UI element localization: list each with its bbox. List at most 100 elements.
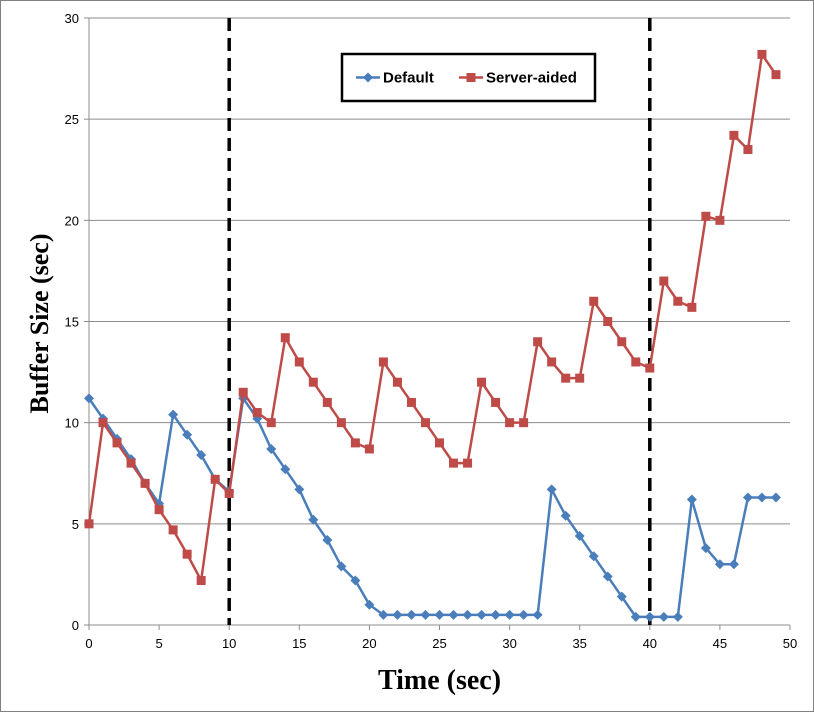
data-point <box>491 397 501 407</box>
data-point <box>505 418 515 428</box>
x-tick-label: 15 <box>292 636 306 651</box>
data-point <box>210 474 220 484</box>
data-point <box>687 302 697 312</box>
axes <box>84 17 791 630</box>
tick-labels: 0 5 10 15 20 25 30 35 40 45 50 0 5 10 15 20 25 30 <box>65 11 798 651</box>
data-point <box>266 443 277 454</box>
x-tick-label: 30 <box>502 636 516 651</box>
data-point <box>350 438 360 448</box>
data-point <box>406 397 416 407</box>
data-point <box>238 387 248 397</box>
legend-entry: Default <box>356 70 434 87</box>
data-point <box>673 296 683 306</box>
data-point <box>350 575 361 586</box>
data-point <box>560 510 571 521</box>
data-point <box>490 609 501 620</box>
series-0 <box>84 393 781 622</box>
data-point <box>364 444 374 454</box>
data-point <box>617 337 627 347</box>
legend-swatch-marker <box>466 73 476 82</box>
data-point <box>308 514 319 525</box>
y-tick-label: 25 <box>65 112 79 127</box>
data-point <box>658 611 669 622</box>
data-point <box>196 575 206 585</box>
data-point <box>575 373 585 383</box>
data-point <box>322 535 333 546</box>
data-point <box>112 438 122 448</box>
legend-label: Default <box>383 70 434 87</box>
x-tick-label: 40 <box>643 636 657 651</box>
data-point <box>756 492 767 503</box>
data-point <box>728 559 739 570</box>
data-point <box>645 363 655 373</box>
x-axis-title: Time (sec) <box>378 665 501 696</box>
data-point <box>449 458 459 468</box>
data-point <box>463 458 473 468</box>
data-point <box>477 377 487 387</box>
x-tick-label: 35 <box>572 636 586 651</box>
data-point <box>336 561 347 572</box>
y-tick-label: 10 <box>65 416 79 431</box>
data-point <box>659 276 669 286</box>
data-point <box>434 609 445 620</box>
data-point <box>140 478 150 488</box>
data-point <box>420 609 431 620</box>
data-point <box>616 591 627 602</box>
data-point <box>631 357 641 367</box>
data-point <box>519 418 529 428</box>
data-point <box>406 609 417 620</box>
data-point <box>252 408 262 418</box>
data-point <box>322 397 332 407</box>
data-point <box>757 49 767 59</box>
data-point <box>504 609 515 620</box>
data-point <box>715 215 725 225</box>
legend-entry: Server-aided <box>459 70 577 87</box>
data-point <box>714 559 725 570</box>
legend-label: Server-aided <box>486 70 577 87</box>
data-point <box>561 373 571 383</box>
data-point <box>743 145 753 155</box>
data-point <box>294 484 305 495</box>
data-point <box>280 333 290 343</box>
data-point <box>196 450 207 461</box>
series-1 <box>84 49 781 585</box>
x-tick-label: 45 <box>713 636 727 651</box>
data-point <box>266 418 276 428</box>
series-layer <box>84 49 781 622</box>
data-point <box>644 611 655 622</box>
y-axis-title: Buffer Size (sec) <box>25 233 54 413</box>
legend: Default Server-aided <box>340 52 597 103</box>
data-point <box>224 488 234 498</box>
y-tick-label: 30 <box>65 11 79 26</box>
data-point <box>392 377 402 387</box>
x-tick-label: 10 <box>222 636 236 651</box>
data-point <box>392 609 403 620</box>
data-point <box>533 337 543 347</box>
data-point <box>308 377 318 387</box>
y-tick-label: 5 <box>72 517 79 532</box>
data-point <box>574 530 585 541</box>
data-point <box>84 393 94 404</box>
data-point <box>168 409 179 420</box>
data-point <box>154 505 164 515</box>
x-tick-label: 50 <box>783 636 797 651</box>
y-tick-label: 0 <box>72 618 79 633</box>
x-tick-label: 5 <box>155 636 162 651</box>
series-line <box>87 53 778 582</box>
data-point <box>546 484 557 495</box>
data-point <box>182 429 193 440</box>
data-point <box>729 130 739 140</box>
data-point <box>435 438 444 448</box>
data-point <box>588 551 599 562</box>
data-point <box>742 492 753 503</box>
data-point <box>602 571 613 582</box>
y-tick-label: 20 <box>65 213 79 228</box>
data-point <box>686 494 697 505</box>
data-point <box>518 609 529 620</box>
data-point <box>701 211 711 221</box>
data-point <box>547 357 557 367</box>
data-point <box>280 464 291 475</box>
data-point <box>182 549 192 559</box>
